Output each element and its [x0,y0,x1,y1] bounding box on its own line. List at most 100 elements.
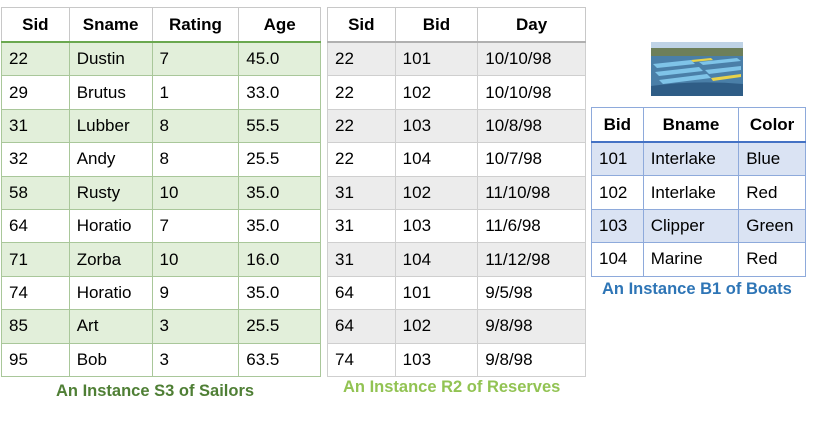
table-cell: Brutus [68,75,153,110]
table-cell: Blue [738,141,806,177]
table-row: 31 104 11/12/98 [327,242,586,277]
table-row: 64 102 9/8/98 [327,309,586,344]
table-cell: 64 [327,275,396,311]
table-cell: 63.5 [238,342,321,377]
table-cell: Clipper [642,208,740,244]
table-row: 58 Rusty 10 35.0 [1,175,321,210]
table-row: 71 Zorba 10 16.0 [1,242,321,277]
table-cell: 11/10/98 [477,175,586,210]
column-header: Age [238,7,321,43]
table-cell: Interlake [642,175,740,210]
table-row: 103 Clipper Green [591,208,806,244]
table-cell: Horatio [68,208,153,244]
table-cell: 45.0 [238,41,321,77]
sailors-caption: An Instance S3 of Sailors [56,382,255,400]
table-cell: 1 [151,75,240,110]
table-cell: 103 [394,342,479,377]
table-cell: 31 [327,242,396,277]
table-cell: Bob [68,342,153,377]
table-cell: 10 [151,242,240,277]
table-cell: Dustin [68,41,153,77]
table-cell: Red [738,242,806,277]
column-header: Bid [591,107,644,143]
table-cell: 9/5/98 [477,275,586,311]
table-row: 32 Andy 8 25.5 [1,142,321,177]
table-row: 31 Lubber 8 55.5 [1,108,321,144]
table-row: 85 Art 3 25.5 [1,309,321,344]
table-cell: 74 [327,342,396,377]
table-cell: 104 [591,242,644,277]
table-cell: 10 [151,175,240,210]
table-cell: 103 [591,208,644,244]
column-header: Bid [394,7,479,43]
table-cell: Horatio [68,275,153,311]
table-cell: 74 [1,275,70,311]
table-cell: 101 [394,41,479,77]
table-cell: 22 [327,75,396,110]
table-cell: Andy [68,142,153,177]
sailors-table: Sid Sname Rating Age 22 Dustin 7 45.0 29 Brutus 1… [1,7,321,377]
table-cell: 71 [1,242,70,277]
table-row: 102 Interlake Red [591,175,806,210]
column-header: Color [738,107,806,143]
table-cell: 31 [327,208,396,244]
table-cell: 102 [394,309,479,344]
table-cell: 104 [394,242,479,277]
table-row: 31 102 11/10/98 [327,175,586,210]
table-cell: 103 [394,208,479,244]
boats-caption: An Instance B1 of Boats [602,280,792,298]
table-cell: 102 [591,175,644,210]
table-cell: 11/12/98 [477,242,586,277]
table-cell: 55.5 [238,108,321,144]
table-cell: 101 [591,141,644,177]
table-cell: 16.0 [238,242,321,277]
table-row: 74 103 9/8/98 [327,342,586,377]
table-cell: Green [738,208,806,244]
table-cell: 101 [394,275,479,311]
boats-photo [651,42,743,96]
table-cell: Interlake [642,141,740,177]
boats-table: Bid Bname Color 101 Interlake Blue 102 Interla… [591,107,806,277]
table-cell: 64 [1,208,70,244]
table-header-row: Sid Bid Day [327,7,586,43]
table-cell: Lubber [68,108,153,144]
reserves-table: Sid Bid Day 22 101 10/10/98 22 102 10/10/98 22 10… [327,7,586,377]
table-cell: 35.0 [238,208,321,244]
table-cell: 31 [1,108,70,144]
table-header-row: Bid Bname Color [591,107,806,143]
table-cell: Zorba [68,242,153,277]
table-cell: 3 [151,342,240,377]
table-cell: 22 [327,41,396,77]
table-cell: 85 [1,309,70,344]
table-cell: 31 [327,175,396,210]
table-row: 22 Dustin 7 45.0 [1,41,321,77]
table-row: 95 Bob 3 63.5 [1,342,321,377]
table-cell: 35.0 [238,175,321,210]
table-row: 22 101 10/10/98 [327,41,586,77]
table-cell: 95 [1,342,70,377]
table-cell: 7 [151,208,240,244]
column-header: Rating [151,7,240,43]
table-cell: 22 [327,108,396,144]
table-cell: 102 [394,75,479,110]
table-row: 22 103 10/8/98 [327,108,586,144]
table-cell: 9/8/98 [477,309,586,344]
table-cell: 10/10/98 [477,75,586,110]
table-cell: 7 [151,41,240,77]
table-row: 104 Marine Red [591,242,806,277]
table-cell: 32 [1,142,70,177]
table-cell: 25.5 [238,142,321,177]
table-cell: 35.0 [238,275,321,311]
column-header: Sid [1,7,70,43]
table-cell: 22 [327,142,396,177]
table-cell: 10/10/98 [477,41,586,77]
table-cell: 64 [327,309,396,344]
table-row: 31 103 11/6/98 [327,208,586,244]
table-cell: 103 [394,108,479,144]
column-header: Sname [68,7,153,43]
table-cell: 10/7/98 [477,142,586,177]
table-cell: 104 [394,142,479,177]
table-cell: 25.5 [238,309,321,344]
table-row: 101 Interlake Blue [591,141,806,177]
table-row: 64 Horatio 7 35.0 [1,208,321,244]
